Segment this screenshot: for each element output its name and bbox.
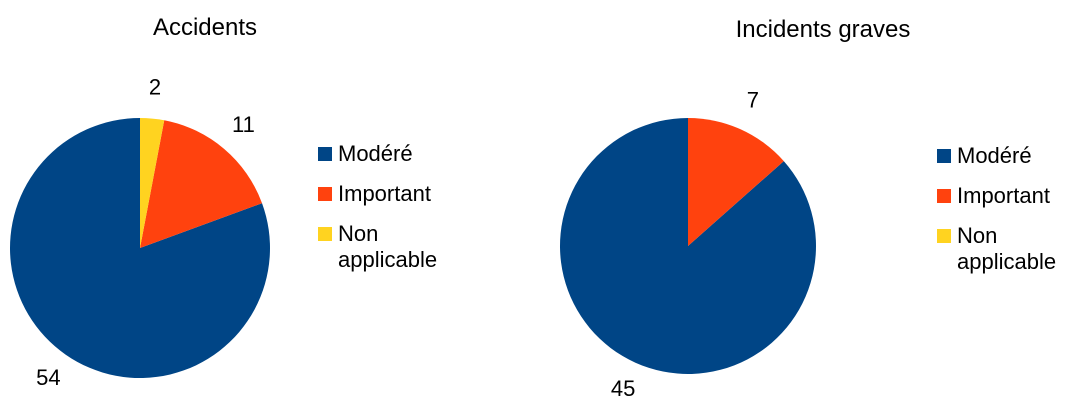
legend-item: Important	[937, 183, 1092, 209]
chart-title: Incidents graves	[735, 16, 911, 43]
legend-label: Modéré	[338, 141, 413, 166]
legend-swatch	[318, 227, 332, 241]
legend-swatch	[937, 149, 951, 163]
legend-swatch	[937, 229, 951, 243]
data-label: 11	[232, 112, 255, 137]
chart-title: Accidents	[152, 14, 258, 41]
legend-label: Important	[338, 181, 431, 206]
legend-item: Modéré	[937, 143, 1092, 169]
data-label: 54	[36, 365, 60, 390]
legend: Modéré Important Non applicable	[318, 141, 478, 287]
legend: Modéré Important Non applicable	[937, 143, 1092, 289]
legend-swatch	[318, 147, 332, 161]
pie-slice	[9, 118, 270, 378]
legend-item: Non applicable	[937, 223, 1092, 275]
legend-label: Non applicable	[338, 221, 438, 272]
pie-slice	[140, 120, 263, 248]
data-label: 45	[611, 376, 635, 401]
legend-item: Modéré	[318, 141, 478, 167]
legend-item: Important	[318, 181, 478, 207]
legend-swatch	[937, 189, 951, 203]
pie-slice	[688, 118, 784, 246]
legend-swatch	[318, 187, 332, 201]
legend-label: Important	[957, 183, 1050, 208]
data-label: 7	[747, 88, 759, 113]
legend-item: Non applicable	[318, 221, 478, 273]
pie-slice	[560, 118, 817, 374]
data-label: 2	[149, 75, 161, 100]
pie-slice	[140, 118, 165, 248]
legend-label: Non applicable	[957, 223, 1057, 274]
legend-label: Modéré	[957, 143, 1032, 168]
